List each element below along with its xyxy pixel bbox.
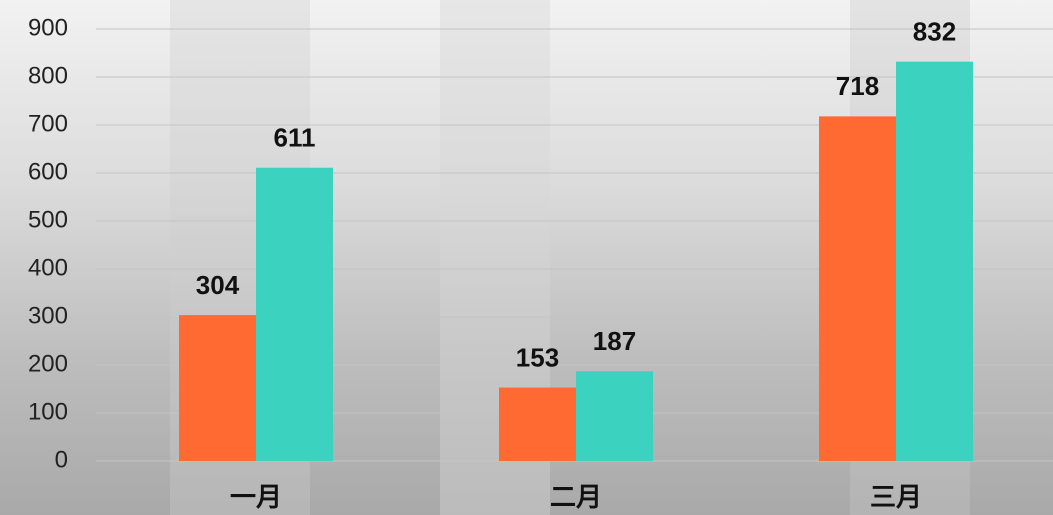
y-tick-label: 500 xyxy=(28,206,68,233)
value-label: 304 xyxy=(196,270,240,300)
x-tick-label: 一月 xyxy=(230,482,282,512)
y-tick-label: 100 xyxy=(28,398,68,425)
y-tick-label: 700 xyxy=(28,110,68,137)
value-label: 832 xyxy=(913,17,956,47)
bar xyxy=(499,388,576,461)
bar xyxy=(256,168,333,461)
y-tick-label: 300 xyxy=(28,302,68,329)
y-tick-label: 400 xyxy=(28,254,68,281)
y-tick-label: 200 xyxy=(28,350,68,377)
bar xyxy=(576,371,653,461)
value-label: 611 xyxy=(274,123,316,153)
value-label: 187 xyxy=(593,326,636,356)
x-tick-label: 二月 xyxy=(550,482,602,512)
value-label: 718 xyxy=(836,71,879,101)
x-tick-label: 三月 xyxy=(870,482,922,512)
chart: 0 100 200 300 400 500 600 700 800 900 一月 304 611 二月 15… xyxy=(0,0,1053,515)
value-label: 153 xyxy=(516,342,559,372)
bar xyxy=(819,116,896,461)
bar xyxy=(896,62,973,461)
y-tick-label: 900 xyxy=(28,14,68,41)
page: 0 100 200 300 400 500 600 700 800 900 一月 304 611 二月 15… xyxy=(0,0,1053,515)
y-tick-label: 800 xyxy=(28,62,68,89)
y-tick-label: 600 xyxy=(28,158,68,185)
y-tick-label: 0 xyxy=(55,446,68,473)
bar xyxy=(179,315,256,461)
